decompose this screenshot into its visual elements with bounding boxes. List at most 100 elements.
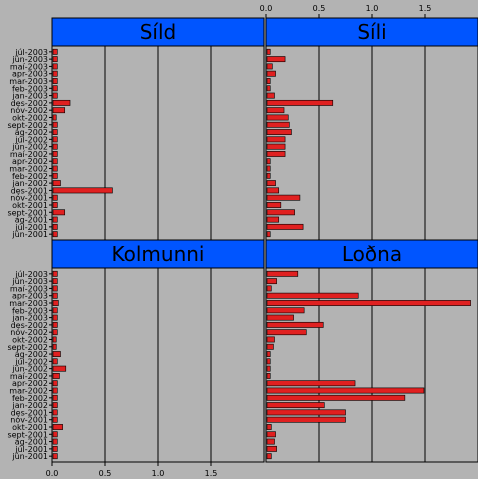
bar xyxy=(52,387,58,394)
bar xyxy=(52,165,58,172)
bar xyxy=(266,409,346,416)
y-tick-label: maí-2003 xyxy=(10,62,48,71)
y-tick-label: jún-2002 xyxy=(11,143,48,152)
bar xyxy=(52,223,58,230)
bar xyxy=(266,56,286,63)
bar xyxy=(52,292,58,299)
bar xyxy=(266,136,286,143)
y-tick-label: nóv-2002 xyxy=(10,105,48,115)
bar xyxy=(266,187,280,194)
x-axis-top: 0.0 0.5 1.0 1.5 xyxy=(260,4,432,18)
bar xyxy=(52,129,58,135)
y-tick-label: júl-2002 xyxy=(14,135,48,144)
bar xyxy=(266,402,325,409)
bar xyxy=(266,387,425,394)
bar xyxy=(266,194,301,201)
bar xyxy=(266,172,271,179)
bar xyxy=(52,380,58,387)
bar xyxy=(52,92,58,99)
bar xyxy=(52,402,58,409)
bar xyxy=(266,143,286,150)
y-tick-label: maí-2002 xyxy=(10,150,48,159)
bar xyxy=(52,202,58,208)
panel-title: Síld xyxy=(140,20,177,44)
bar xyxy=(52,358,58,365)
y-tick-label: nóv-2001 xyxy=(10,415,48,425)
bar xyxy=(52,114,57,121)
bar xyxy=(266,285,272,292)
bar xyxy=(52,136,58,143)
y-tick-label: mar-2003 xyxy=(9,299,48,308)
bar xyxy=(52,151,58,157)
y-tick-label: des-2001 xyxy=(11,408,48,417)
y-tick-label: feb-2003 xyxy=(12,84,48,93)
bar xyxy=(266,114,289,121)
bar xyxy=(52,329,58,336)
bar xyxy=(52,180,61,187)
y-tick-label: des-2002 xyxy=(11,321,48,330)
bar xyxy=(266,78,271,84)
y-tick-label: jún-2003 xyxy=(11,55,48,64)
bar xyxy=(266,365,271,372)
bar xyxy=(266,307,305,314)
y-tick-label: ág-2002 xyxy=(15,350,48,359)
bar xyxy=(52,99,71,106)
x-tick-label: 1.5 xyxy=(419,4,432,13)
bar xyxy=(266,99,334,106)
panel-title: Kolmunni xyxy=(112,242,205,266)
panel-1: Síli xyxy=(265,17,478,241)
y-tick-label: okt-2002 xyxy=(12,335,48,344)
bar xyxy=(266,438,275,445)
bar xyxy=(52,373,60,379)
bar xyxy=(266,416,346,423)
y-tick-label: okt-2002 xyxy=(12,113,48,122)
bar xyxy=(266,351,271,357)
bar xyxy=(266,453,272,460)
y-tick-label: sept-2002 xyxy=(7,121,48,130)
x-tick-label: 1.5 xyxy=(205,469,218,478)
bar xyxy=(52,78,58,84)
bar xyxy=(266,121,290,128)
bar xyxy=(52,445,58,452)
y-tick-label: jún-2001 xyxy=(11,230,48,239)
bar xyxy=(52,70,58,77)
y-tick-label: jan-2003 xyxy=(12,92,48,101)
bar xyxy=(52,285,58,292)
y-tick-label: feb-2003 xyxy=(12,306,48,315)
y-tick-label: sept-2001 xyxy=(7,430,48,439)
bar xyxy=(52,209,66,216)
x-tick-label: 0.5 xyxy=(313,4,326,13)
y-tick-label: nóv-2002 xyxy=(10,327,48,337)
bar xyxy=(266,343,274,350)
bar xyxy=(52,394,58,401)
bar xyxy=(52,438,58,445)
y-tick-label: okt-2001 xyxy=(12,201,48,210)
panels: Síldjúl-2003jún-2003maí-2003apr-2003mar-… xyxy=(7,17,478,463)
bar xyxy=(266,107,285,114)
panel-strip xyxy=(51,17,265,47)
panel-3: Loðna xyxy=(265,239,478,463)
x-tick-label: 0.5 xyxy=(99,469,112,478)
y-tick-label: mar-2002 xyxy=(9,165,48,174)
bar xyxy=(52,314,58,321)
bar xyxy=(266,394,406,401)
bar xyxy=(52,143,58,150)
y-tick-label: maí-2003 xyxy=(10,284,48,293)
bar xyxy=(266,158,271,165)
y-tick-label: jan-2002 xyxy=(12,401,48,410)
bar xyxy=(52,231,58,238)
bar xyxy=(52,321,58,328)
panel-strip xyxy=(265,239,478,269)
panel-2: Kolmunni júl-2003jún-2003maí-2003apr-2003… xyxy=(7,239,265,463)
y-tick-label: des-2002 xyxy=(11,99,48,108)
bar xyxy=(52,416,58,423)
bar xyxy=(266,231,271,238)
y-tick-label: ág-2001 xyxy=(15,216,48,225)
y-tick-label: mar-2003 xyxy=(9,77,48,86)
panel-title: Síli xyxy=(357,20,386,44)
y-tick-label: jan-2003 xyxy=(12,314,48,323)
y-tick-label: sept-2002 xyxy=(7,343,48,352)
y-tick-label: jún-2001 xyxy=(11,452,48,461)
bar xyxy=(52,107,66,114)
y-tick-label: nóv-2001 xyxy=(10,193,48,203)
